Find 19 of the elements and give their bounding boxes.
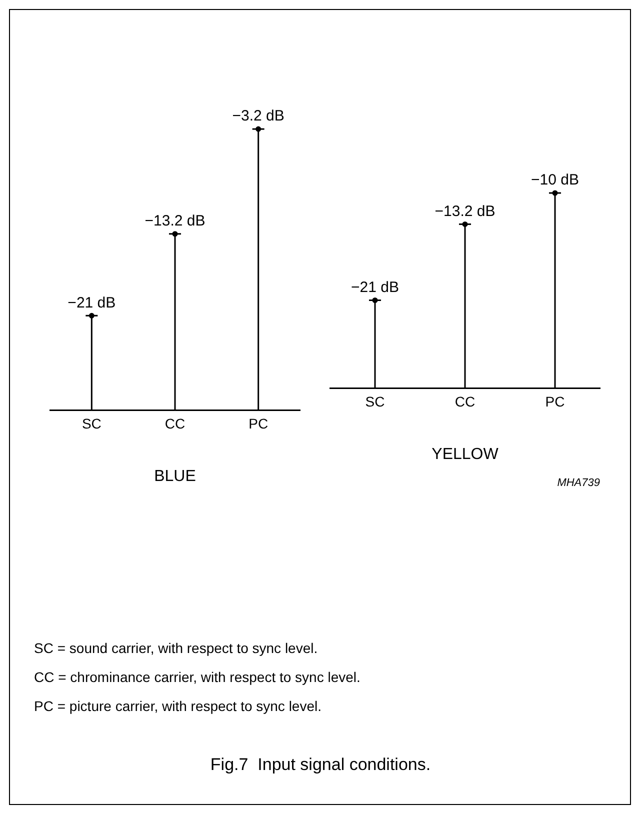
- x-tick-label: SC: [365, 393, 385, 410]
- data-label: −21 dB: [68, 294, 116, 312]
- x-axis-title: YELLOW: [432, 446, 500, 463]
- x-tick-label: CC: [454, 393, 476, 410]
- x-tick-label: SC: [82, 415, 102, 432]
- text: Fig.7 Input signal conditions.: [209, 755, 432, 775]
- x-tick-label: CC: [164, 415, 186, 432]
- text: MHA739: [557, 477, 600, 489]
- text: SC = sound carrier, with respect to sync level.: [34, 640, 318, 656]
- x-tick-label: PC: [248, 415, 268, 432]
- text: PC = picture carrier, with respect to sync level.: [34, 698, 322, 714]
- data-label: −21 dB: [351, 278, 399, 296]
- data-label: −13.2 dB: [434, 202, 496, 220]
- x-tick-label: PC: [545, 393, 565, 410]
- text: CC = chrominance carrier, with respect to sync level.: [34, 669, 360, 685]
- data-label: −3.2 dB: [232, 108, 284, 125]
- data-label: −13.2 dB: [144, 212, 206, 230]
- x-axis-title: BLUE: [154, 468, 196, 485]
- data-label: −10 dB: [531, 172, 579, 189]
